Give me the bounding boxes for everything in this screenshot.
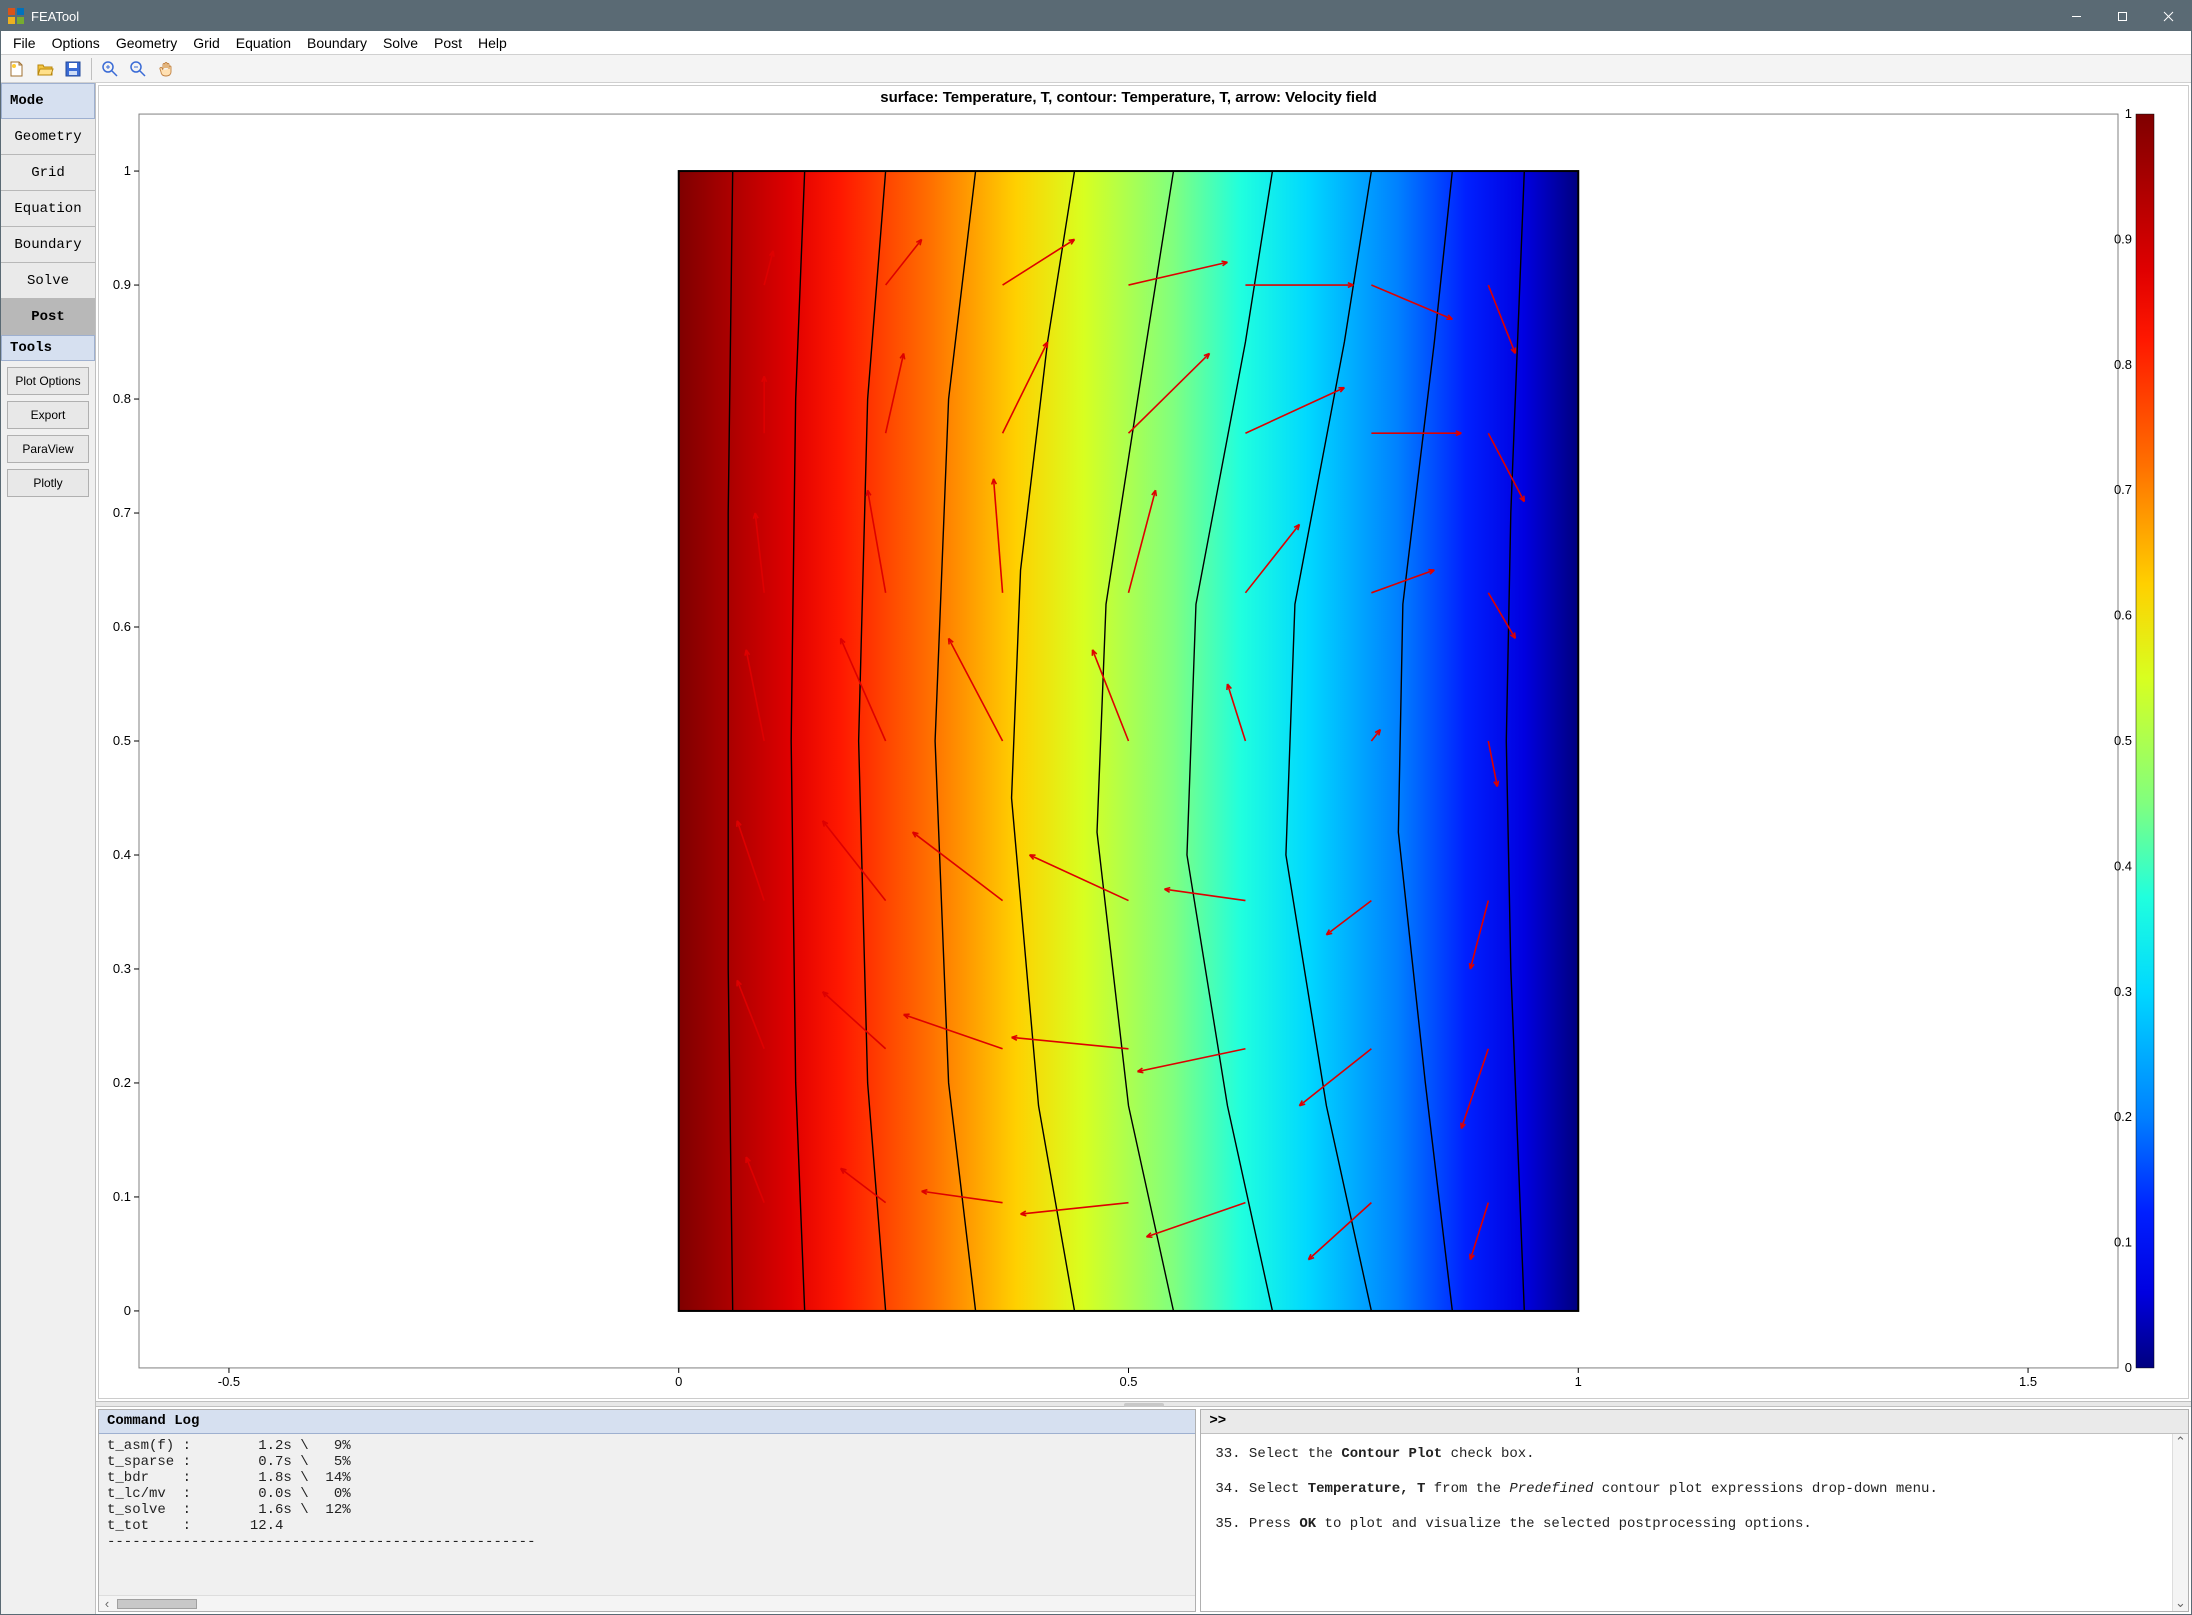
help-step: 33. Select the Contour Plot check box.: [1215, 1444, 2158, 1465]
toolbar-separator: [91, 58, 92, 80]
svg-text:0.6: 0.6: [113, 619, 131, 634]
sidebar-tools-header: Tools: [1, 335, 95, 361]
toolbar: [1, 55, 2191, 83]
sidebar-item-geometry[interactable]: Geometry: [1, 119, 95, 155]
menu-equation[interactable]: Equation: [228, 33, 299, 53]
menu-grid[interactable]: Grid: [185, 33, 227, 53]
sidebar-item-post[interactable]: Post: [1, 299, 95, 335]
svg-text:0.5: 0.5: [1119, 1374, 1137, 1389]
menu-solve[interactable]: Solve: [375, 33, 426, 53]
zoom-out-icon[interactable]: [126, 57, 150, 81]
sidebar-item-equation[interactable]: Equation: [1, 191, 95, 227]
svg-text:0.2: 0.2: [2114, 1109, 2132, 1124]
svg-text:0.7: 0.7: [113, 505, 131, 520]
menu-boundary[interactable]: Boundary: [299, 33, 375, 53]
svg-text:0.3: 0.3: [2114, 984, 2132, 999]
help-step: 35. Press OK to plot and visualize the s…: [1215, 1514, 2158, 1535]
content-area: surface: Temperature, T, contour: Temper…: [96, 83, 2191, 1614]
svg-text:1.5: 1.5: [2019, 1374, 2037, 1389]
svg-text:0.1: 0.1: [2114, 1235, 2132, 1250]
titlebar: FEATool: [1, 1, 2191, 31]
svg-text:0: 0: [2125, 1360, 2132, 1375]
svg-text:0.5: 0.5: [113, 733, 131, 748]
help-panel: >> 33. Select the Contour Plot check box…: [1200, 1409, 2189, 1612]
plot-area[interactable]: surface: Temperature, T, contour: Temper…: [98, 85, 2189, 1399]
svg-text:0: 0: [124, 1303, 131, 1318]
sidebar-item-solve[interactable]: Solve: [1, 263, 95, 299]
log-hscrollbar[interactable]: ‹: [99, 1595, 1195, 1611]
svg-text:0.9: 0.9: [2114, 231, 2132, 246]
save-file-icon[interactable]: [61, 57, 85, 81]
menu-options[interactable]: Options: [44, 33, 108, 53]
svg-text:0.7: 0.7: [2114, 482, 2132, 497]
menu-file[interactable]: File: [5, 33, 44, 53]
command-log-header: Command Log: [99, 1410, 1195, 1434]
sidebar-item-boundary[interactable]: Boundary: [1, 227, 95, 263]
menu-help[interactable]: Help: [470, 33, 515, 53]
svg-text:0.4: 0.4: [113, 847, 131, 862]
svg-text:0.5: 0.5: [2114, 733, 2132, 748]
help-vscrollbar[interactable]: ⌃⌄: [2172, 1434, 2188, 1611]
tool-export[interactable]: Export: [7, 401, 89, 429]
zoom-in-icon[interactable]: [98, 57, 122, 81]
menubar: FileOptionsGeometryGridEquationBoundaryS…: [1, 31, 2191, 55]
svg-text:0.8: 0.8: [2114, 357, 2132, 372]
svg-text:0.9: 0.9: [113, 277, 131, 292]
new-file-icon[interactable]: [5, 57, 29, 81]
main-area: Mode GeometryGridEquationBoundarySolvePo…: [1, 83, 2191, 1614]
tool-plot-options[interactable]: Plot Options: [7, 367, 89, 395]
help-step: 34. Select Temperature, T from the Prede…: [1215, 1479, 2158, 1500]
pan-icon[interactable]: [154, 57, 178, 81]
svg-text:0.4: 0.4: [2114, 858, 2132, 873]
minimize-button[interactable]: [2053, 1, 2099, 31]
svg-text:-0.5: -0.5: [218, 1374, 240, 1389]
svg-text:1: 1: [124, 163, 131, 178]
menu-geometry[interactable]: Geometry: [108, 33, 185, 53]
close-button[interactable]: [2145, 1, 2191, 31]
svg-text:0: 0: [675, 1374, 682, 1389]
app-logo-icon: [7, 7, 25, 25]
sidebar-item-grid[interactable]: Grid: [1, 155, 95, 191]
help-body[interactable]: 33. Select the Contour Plot check box. 34…: [1201, 1434, 2172, 1611]
help-prompt[interactable]: >>: [1201, 1410, 2188, 1434]
svg-text:0.6: 0.6: [2114, 608, 2132, 623]
open-file-icon[interactable]: [33, 57, 57, 81]
sidebar: Mode GeometryGridEquationBoundarySolvePo…: [1, 83, 96, 1614]
svg-text:surface: Temperature, T, conto: surface: Temperature, T, contour: Temper…: [880, 89, 1376, 106]
svg-text:0.2: 0.2: [113, 1075, 131, 1090]
menu-post[interactable]: Post: [426, 33, 470, 53]
bottom-panels: Command Log t_asm(f) : 1.2s \ 9% t_spars…: [96, 1407, 2191, 1614]
window-title: FEATool: [31, 9, 2053, 24]
tool-paraview[interactable]: ParaView: [7, 435, 89, 463]
svg-text:0.8: 0.8: [113, 391, 131, 406]
maximize-button[interactable]: [2099, 1, 2145, 31]
svg-text:0.1: 0.1: [113, 1189, 131, 1204]
tool-plotly[interactable]: Plotly: [7, 469, 89, 497]
svg-text:0.3: 0.3: [113, 961, 131, 976]
svg-text:1: 1: [1575, 1374, 1582, 1389]
sidebar-mode-header: Mode: [1, 83, 95, 119]
command-log-body[interactable]: t_asm(f) : 1.2s \ 9% t_sparse : 0.7s \ 5…: [99, 1434, 1195, 1595]
svg-text:1: 1: [2125, 106, 2132, 121]
command-log-panel: Command Log t_asm(f) : 1.2s \ 9% t_spars…: [98, 1409, 1196, 1612]
horizontal-splitter[interactable]: [96, 1401, 2191, 1407]
app-window: FEATool FileOptionsGeometryGridEquationB…: [0, 0, 2192, 1615]
